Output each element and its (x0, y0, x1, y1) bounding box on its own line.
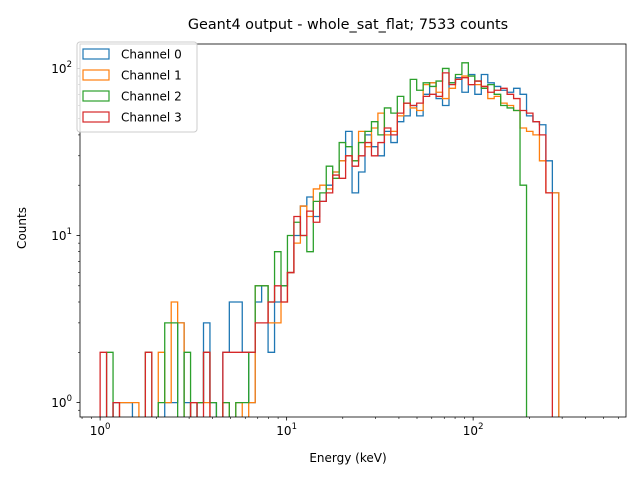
legend-label-channel-2: Channel 2 (121, 90, 182, 104)
series-line-channel-3 (99, 72, 554, 417)
legend-swatch-channel-1 (82, 69, 110, 81)
legend-label-channel-1: Channel 1 (121, 69, 182, 83)
legend-swatch-channel-2 (82, 90, 110, 102)
x-tick-label: 101 (276, 422, 297, 438)
y-tick-label: 102 (51, 60, 72, 76)
legend-box (76, 41, 198, 133)
y-tick-label: 100 (51, 394, 72, 410)
chart-title: Geant4 output - whole_sat_flat; 7533 cou… (188, 17, 508, 33)
legend-label-channel-0: Channel 0 (121, 48, 182, 62)
y-tick-label: 101 (51, 227, 72, 243)
series-line-channel-2 (105, 62, 528, 417)
legend-swatch-channel-0 (82, 48, 110, 60)
legend-swatch-channel-3 (82, 111, 110, 123)
x-tick-label: 100 (90, 422, 111, 438)
y-axis-label: Counts (15, 207, 29, 249)
x-axis-label: Energy (keV) (309, 451, 386, 465)
legend: Channel 0 Channel 1 Channel 2 Channel 3 (76, 41, 198, 133)
plot-area: 100 101 102 100 101 102 (51, 43, 627, 438)
axes-frame (79, 43, 627, 418)
x-tick-label: 102 (463, 422, 484, 438)
legend-label-channel-3: Channel 3 (121, 111, 182, 125)
